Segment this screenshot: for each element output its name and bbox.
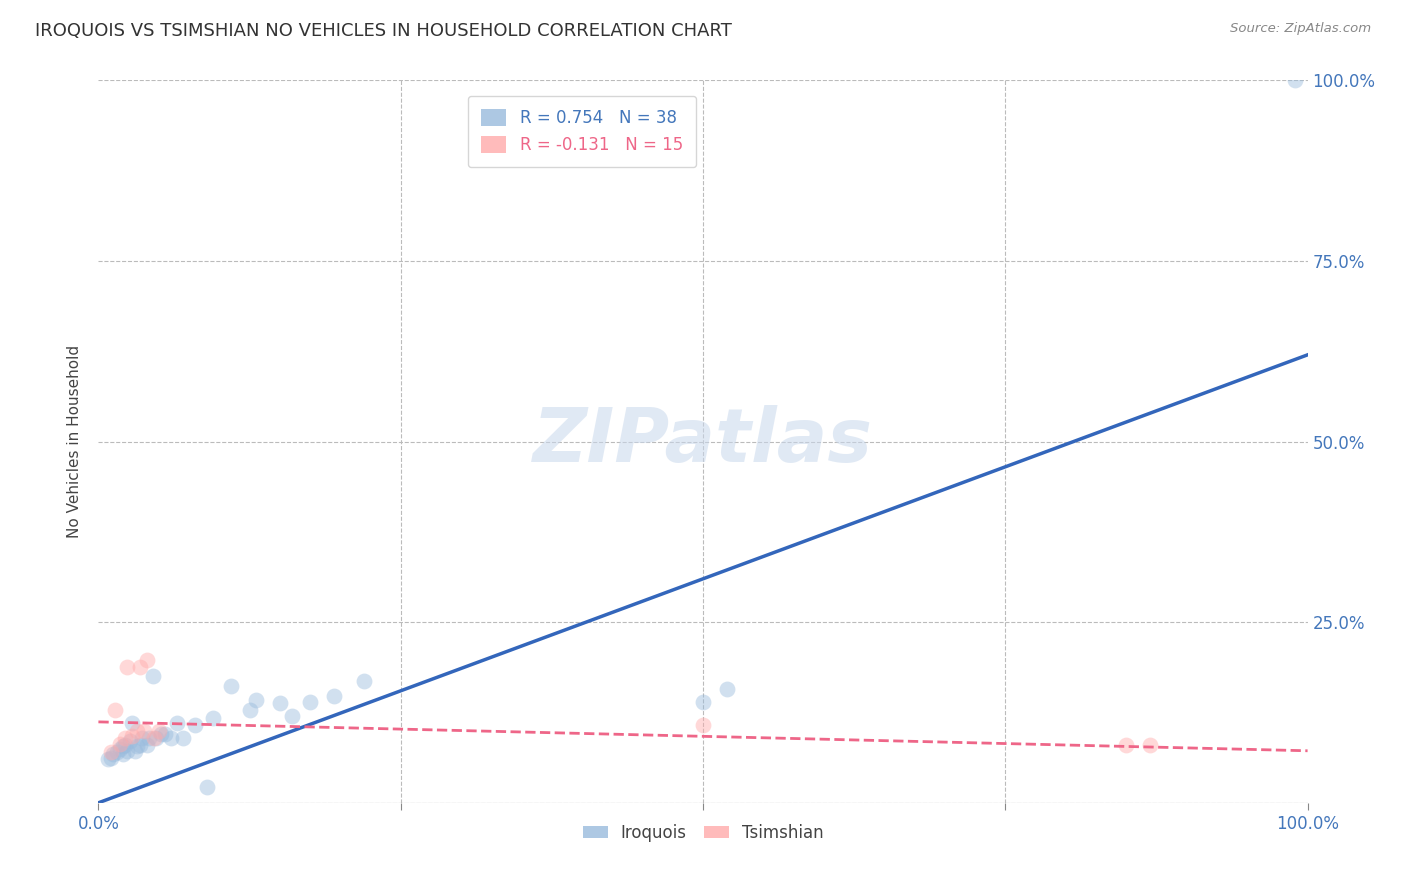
Point: [121, 729, 143, 743]
Point: [239, 703, 262, 717]
Point: [143, 731, 166, 745]
Point: [97, 752, 120, 766]
Point: [101, 747, 124, 761]
Point: [124, 744, 146, 758]
Point: [323, 689, 346, 703]
Point: [150, 727, 173, 741]
Point: [716, 681, 738, 696]
Text: ZIPatlas: ZIPatlas: [533, 405, 873, 478]
Text: IROQUOIS VS TSIMSHIAN NO VEHICLES IN HOUSEHOLD CORRELATION CHART: IROQUOIS VS TSIMSHIAN NO VEHICLES IN HOU…: [35, 22, 733, 40]
Point: [202, 710, 225, 724]
Point: [195, 780, 218, 794]
Point: [142, 669, 165, 683]
Point: [692, 695, 714, 709]
Point: [148, 723, 170, 738]
Point: [281, 709, 304, 723]
Point: [1115, 738, 1137, 752]
Point: [269, 696, 291, 710]
Point: [105, 745, 128, 759]
Point: [128, 660, 150, 674]
Point: [138, 731, 160, 745]
Point: [118, 734, 141, 748]
Point: [692, 718, 714, 732]
Point: [353, 674, 375, 689]
Point: [100, 751, 122, 765]
Point: [299, 695, 322, 709]
Point: [184, 718, 207, 732]
Point: [160, 731, 183, 745]
Point: [100, 745, 122, 759]
Y-axis label: No Vehicles in Household: No Vehicles in Household: [67, 345, 83, 538]
Text: Source: ZipAtlas.com: Source: ZipAtlas.com: [1230, 22, 1371, 36]
Point: [135, 653, 157, 667]
Point: [135, 738, 157, 752]
Point: [145, 731, 167, 745]
Point: [111, 739, 134, 754]
Point: [114, 731, 136, 745]
Point: [127, 723, 149, 738]
Point: [114, 738, 136, 752]
Point: [111, 747, 134, 761]
Point: [104, 703, 127, 717]
Point: [131, 731, 153, 745]
Point: [117, 744, 139, 758]
Point: [128, 738, 150, 752]
Point: [172, 731, 194, 745]
Point: [221, 679, 243, 693]
Point: [1139, 738, 1161, 752]
Point: [134, 723, 156, 738]
Point: [108, 737, 131, 751]
Legend: Iroquois, Tsimshian: Iroquois, Tsimshian: [576, 817, 830, 848]
Point: [117, 660, 139, 674]
Point: [166, 716, 188, 731]
Point: [1284, 73, 1306, 87]
Point: [127, 739, 149, 754]
Point: [153, 727, 176, 741]
Point: [121, 716, 143, 731]
Point: [108, 741, 131, 756]
Point: [245, 693, 267, 707]
